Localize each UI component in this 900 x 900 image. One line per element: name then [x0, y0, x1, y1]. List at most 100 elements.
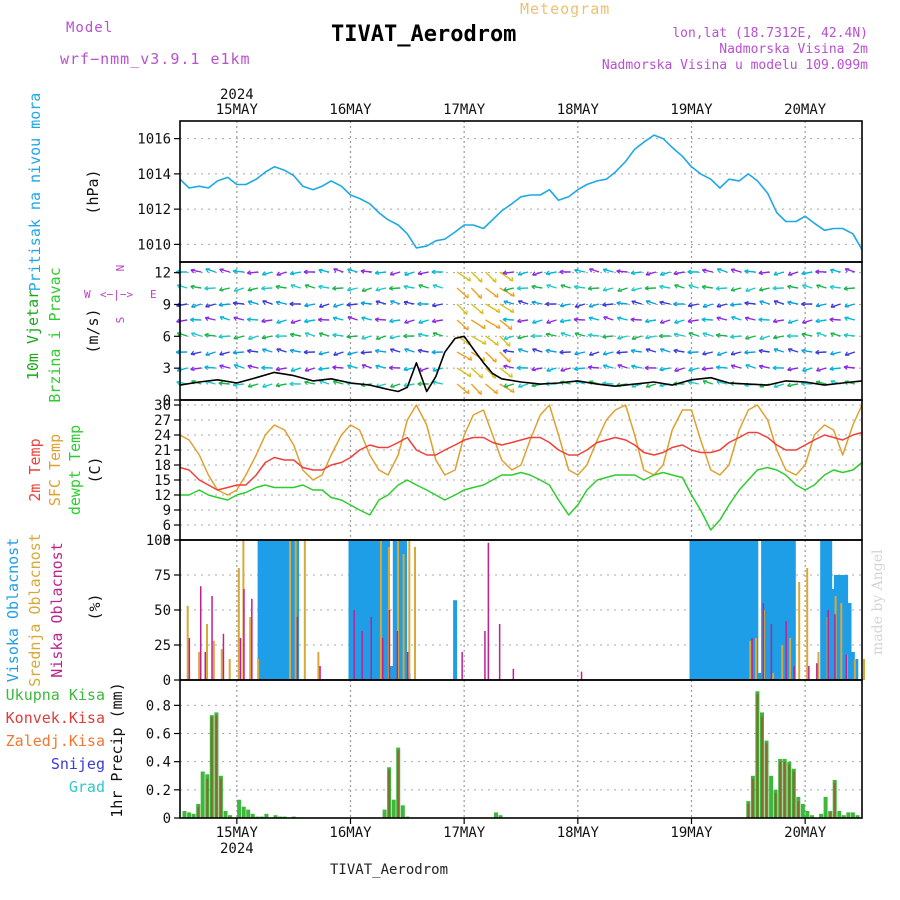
- wind-arrow-head: [545, 348, 550, 351]
- total-precip-bar: [498, 815, 503, 818]
- y-tick-label-cloud-0: 0: [163, 673, 171, 689]
- y-tick-label-cloud-50: 50: [154, 603, 171, 619]
- high-cloud-bar: [778, 540, 783, 680]
- wind-arrow-head: [510, 294, 515, 297]
- y-tick-label-precip-0: 0: [163, 811, 171, 827]
- total-precip-bar: [250, 813, 255, 818]
- wind-arrow-head: [745, 287, 749, 292]
- wind-arrow-head: [303, 269, 308, 273]
- high-cloud-bar: [261, 540, 265, 680]
- mid-cloud-bar: [228, 659, 231, 680]
- wind-arrow-head: [801, 270, 805, 275]
- wind-arrow: [716, 316, 728, 321]
- wind-arrow: [588, 316, 600, 321]
- high-cloud-bar: [355, 540, 360, 680]
- wind-arrow: [588, 334, 600, 337]
- mid-cloud-bar: [772, 673, 775, 680]
- wind-arrow-head: [830, 268, 835, 271]
- wind-arrow-head: [262, 383, 266, 388]
- high-cloud-bar: [737, 540, 742, 680]
- wind-arrow-head: [246, 317, 252, 320]
- wind-arrow-head: [617, 335, 621, 340]
- wind-arrow-head: [687, 302, 692, 307]
- x-label-top-18MAY: 18MAY: [557, 102, 600, 118]
- wind-arrow: [701, 318, 713, 321]
- high-cloud-bar: [291, 540, 296, 680]
- wind-arrow: [290, 333, 301, 337]
- mid-cloud-bar: [237, 568, 240, 680]
- wind-arrow-head: [332, 285, 337, 290]
- wind-arrow-head: [374, 270, 379, 274]
- wind-arrow-head: [375, 348, 380, 352]
- wind-arrow-head: [574, 350, 578, 355]
- wind-arrow: [389, 335, 401, 339]
- high-cloud-bar: [399, 540, 404, 680]
- conv-precip-bar: [765, 743, 768, 818]
- wind-arrow-head: [659, 319, 664, 324]
- wind-arrow-head: [361, 335, 365, 340]
- wind-arrow-head: [204, 365, 209, 368]
- wind-arrow-head: [417, 348, 423, 351]
- wind-arrow-head: [630, 270, 635, 274]
- high-cloud-bar: [774, 540, 779, 680]
- wind-arrow: [332, 366, 344, 369]
- wind-arrow-head: [175, 349, 180, 353]
- wind-arrow-head: [403, 382, 408, 387]
- wind-arrow-head: [190, 268, 195, 271]
- high-cloud-bar: [791, 540, 796, 680]
- wind-arrow: [247, 287, 259, 292]
- wind-arrow-head: [417, 381, 422, 385]
- wind-arrow-head: [503, 383, 507, 388]
- ylabel-precip: 1hr Precip (mm): [108, 682, 126, 817]
- wind-arrow: [688, 380, 699, 385]
- high-cloud-bar: [771, 540, 776, 680]
- high-cloud-bar: [372, 540, 377, 680]
- wind-arrow: [403, 367, 415, 371]
- high-cloud-bar: [747, 540, 752, 680]
- wind-arrow: [815, 351, 827, 354]
- wind-arrow: [574, 367, 586, 371]
- wind-arrow: [470, 383, 482, 395]
- wind-arrow: [304, 303, 316, 307]
- mid-cloud-bar: [294, 540, 297, 680]
- high-cloud-bar: [823, 540, 828, 680]
- low-cloud-bar: [239, 638, 242, 680]
- wind-arrow-head: [716, 303, 720, 308]
- y-tick-label-temperature-9: 9: [163, 503, 171, 519]
- wind-arrow-head: [659, 271, 664, 276]
- wind-arrow: [403, 301, 415, 305]
- x-label-bottom-18MAY: 18MAY: [557, 825, 600, 841]
- wind-arrow-head: [205, 316, 210, 319]
- wind-arrow-head: [673, 381, 678, 385]
- wind-arrow-head: [304, 380, 309, 383]
- wind-arrow: [502, 318, 514, 321]
- high-cloud-bar: [706, 540, 711, 680]
- wind-arrow-head: [507, 327, 512, 331]
- wind-arrow: [673, 349, 685, 353]
- wind-arrow-head: [702, 268, 707, 271]
- wind-arrow: [418, 271, 429, 275]
- wind-arrow-head: [218, 302, 223, 306]
- wind-arrow: [745, 316, 756, 321]
- y-tick-label-cloud-75: 75: [154, 568, 171, 584]
- wind-arrow: [702, 285, 713, 289]
- wind-arrow-head: [463, 311, 468, 315]
- wind-arrow-head: [843, 285, 848, 290]
- total-precip-bar: [264, 813, 269, 818]
- wind-arrow-head: [233, 287, 237, 292]
- wind-arrow-head: [673, 332, 678, 335]
- wind-arrow: [801, 271, 813, 275]
- wind-arrow-head: [205, 303, 209, 308]
- wind-arrow: [616, 351, 628, 354]
- total-precip-bar: [400, 805, 405, 818]
- wind-arrow-head: [588, 303, 593, 308]
- high-cloud-bar: [696, 540, 701, 680]
- wind-arrow-head: [517, 334, 521, 339]
- ylabel-temp-sfc: SFC Temp: [46, 434, 64, 506]
- wind-arrow-head: [729, 302, 734, 306]
- wind-arrow: [744, 302, 756, 305]
- wind-arrow-head: [645, 271, 649, 276]
- low-cloud-bar: [370, 617, 372, 680]
- total-precip-bar: [805, 811, 810, 818]
- low-cloud-bar: [762, 603, 765, 680]
